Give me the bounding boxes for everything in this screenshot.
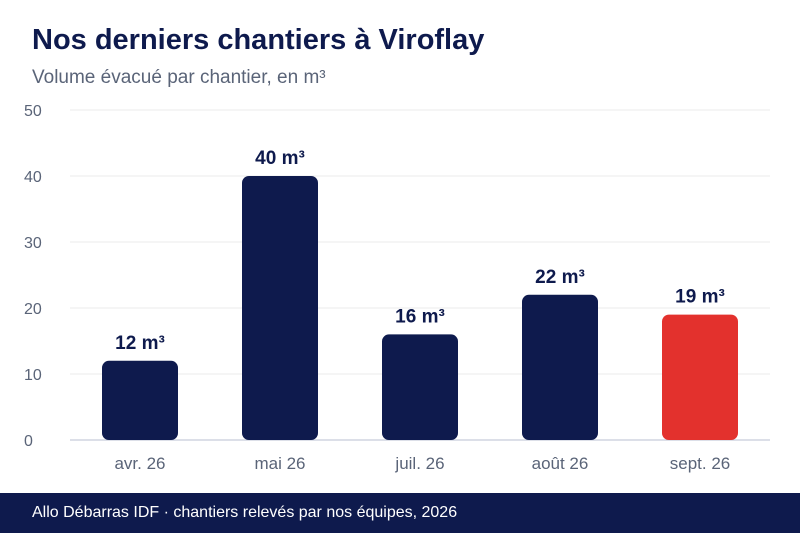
chart-title: Nos derniers chantiers à Viroflay (32, 24, 485, 56)
y-tick-label: 20 (24, 301, 42, 318)
y-tick-label: 10 (24, 367, 42, 384)
bar-chart: 0 10 20 30 40 50 12 m³ avr. 26 40 m³ mai 26 16 m³ j… (24, 103, 770, 473)
footer-bar: Allo Débarras IDF · chantiers relevés pa… (0, 493, 800, 533)
bar (242, 176, 318, 440)
y-tick-label: 0 (24, 433, 33, 450)
data-label: 12 m³ (115, 333, 165, 354)
data-label: 40 m³ (255, 148, 305, 169)
data-label: 16 m³ (395, 306, 445, 327)
y-tick-label: 50 (24, 103, 42, 120)
data-label: 19 m³ (675, 287, 725, 308)
x-tick-label: avr. 26 (114, 454, 165, 473)
bar (662, 314, 738, 440)
x-tick-label: août 26 (532, 454, 589, 473)
x-tick-label: mai 26 (254, 454, 305, 473)
x-tick-label: sept. 26 (670, 454, 731, 473)
bar (382, 334, 458, 440)
footer-source: Allo Débarras IDF · chantiers relevés pa… (32, 504, 458, 521)
chart-subtitle: Volume évacué par chantier, en m³ (32, 67, 326, 88)
y-tick-label: 40 (24, 169, 42, 186)
bar (102, 360, 178, 440)
bar (522, 294, 598, 440)
y-tick-label: 30 (24, 235, 42, 252)
x-tick-label: juil. 26 (394, 454, 444, 473)
data-label: 22 m³ (535, 267, 585, 288)
